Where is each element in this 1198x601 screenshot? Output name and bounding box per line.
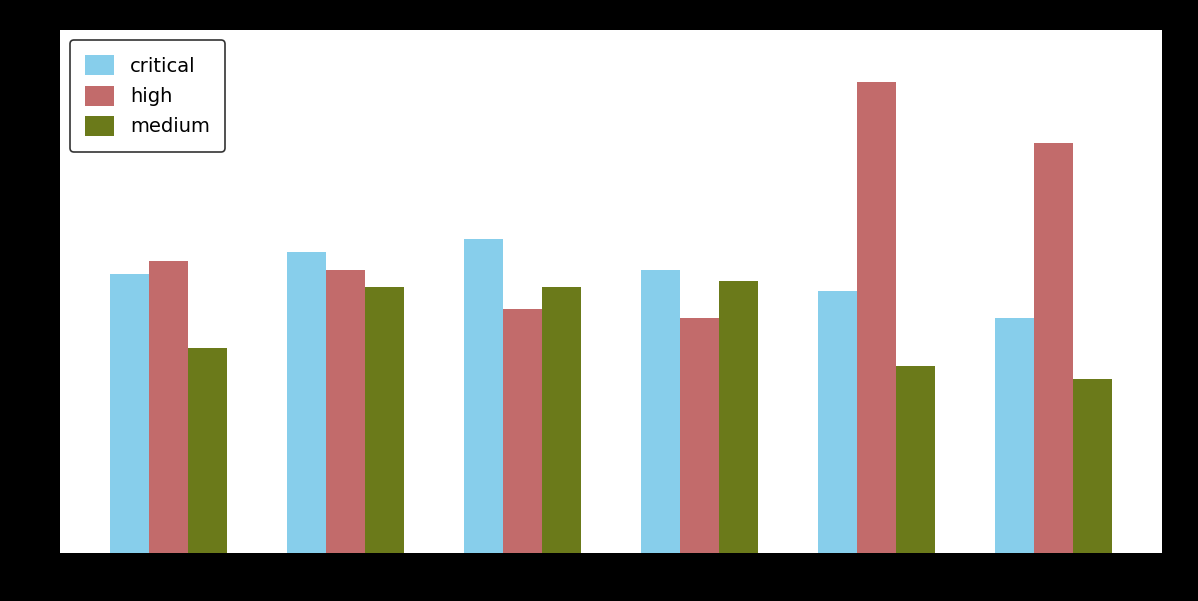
Bar (326, 270, 365, 553)
Bar (857, 82, 896, 553)
Bar (188, 348, 226, 553)
Bar (503, 309, 541, 553)
Bar (641, 270, 680, 553)
Bar (541, 287, 581, 553)
Bar (464, 239, 503, 553)
Bar (680, 317, 719, 553)
Bar (818, 291, 857, 553)
Bar (1034, 144, 1073, 553)
Bar (149, 261, 188, 553)
Legend: critical, high, medium: critical, high, medium (69, 40, 225, 152)
Bar (996, 317, 1034, 553)
Bar (719, 281, 758, 553)
Bar (896, 365, 934, 553)
Bar (365, 287, 404, 553)
Bar (110, 274, 149, 553)
Bar (288, 252, 326, 553)
Bar (1073, 379, 1112, 553)
